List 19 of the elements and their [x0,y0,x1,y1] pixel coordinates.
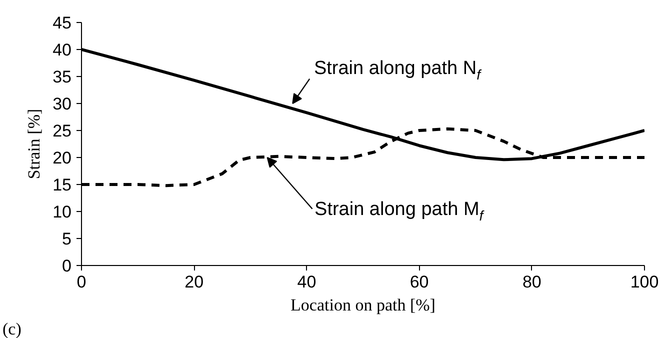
y-tick-label: 0 [62,256,72,276]
y-tick-label: 45 [52,14,72,32]
y-tick-label: 20 [52,148,72,168]
y-tick-label: 25 [52,122,72,140]
x-axis-title: Location on path [%] [290,296,436,314]
text: (c) [2,320,22,338]
y-tick-label: 5 [62,230,72,248]
y-tick-label: 10 [52,202,72,222]
y-tick-label: 35 [52,68,72,86]
x-tick-label: 20 [184,272,204,292]
x-tick-label: 100 [630,272,659,292]
x-tick-label: 40 [297,272,316,292]
y-tick-label: 30 [52,94,72,114]
x-tick-label: 0 [76,272,86,292]
y-tick-label: 40 [52,40,72,60]
y-axis-title: Strain [%] [24,108,44,180]
x-tick-label: 60 [410,272,429,292]
x-tick-label: 80 [522,272,542,292]
y-tick-label: 15 [52,176,72,194]
